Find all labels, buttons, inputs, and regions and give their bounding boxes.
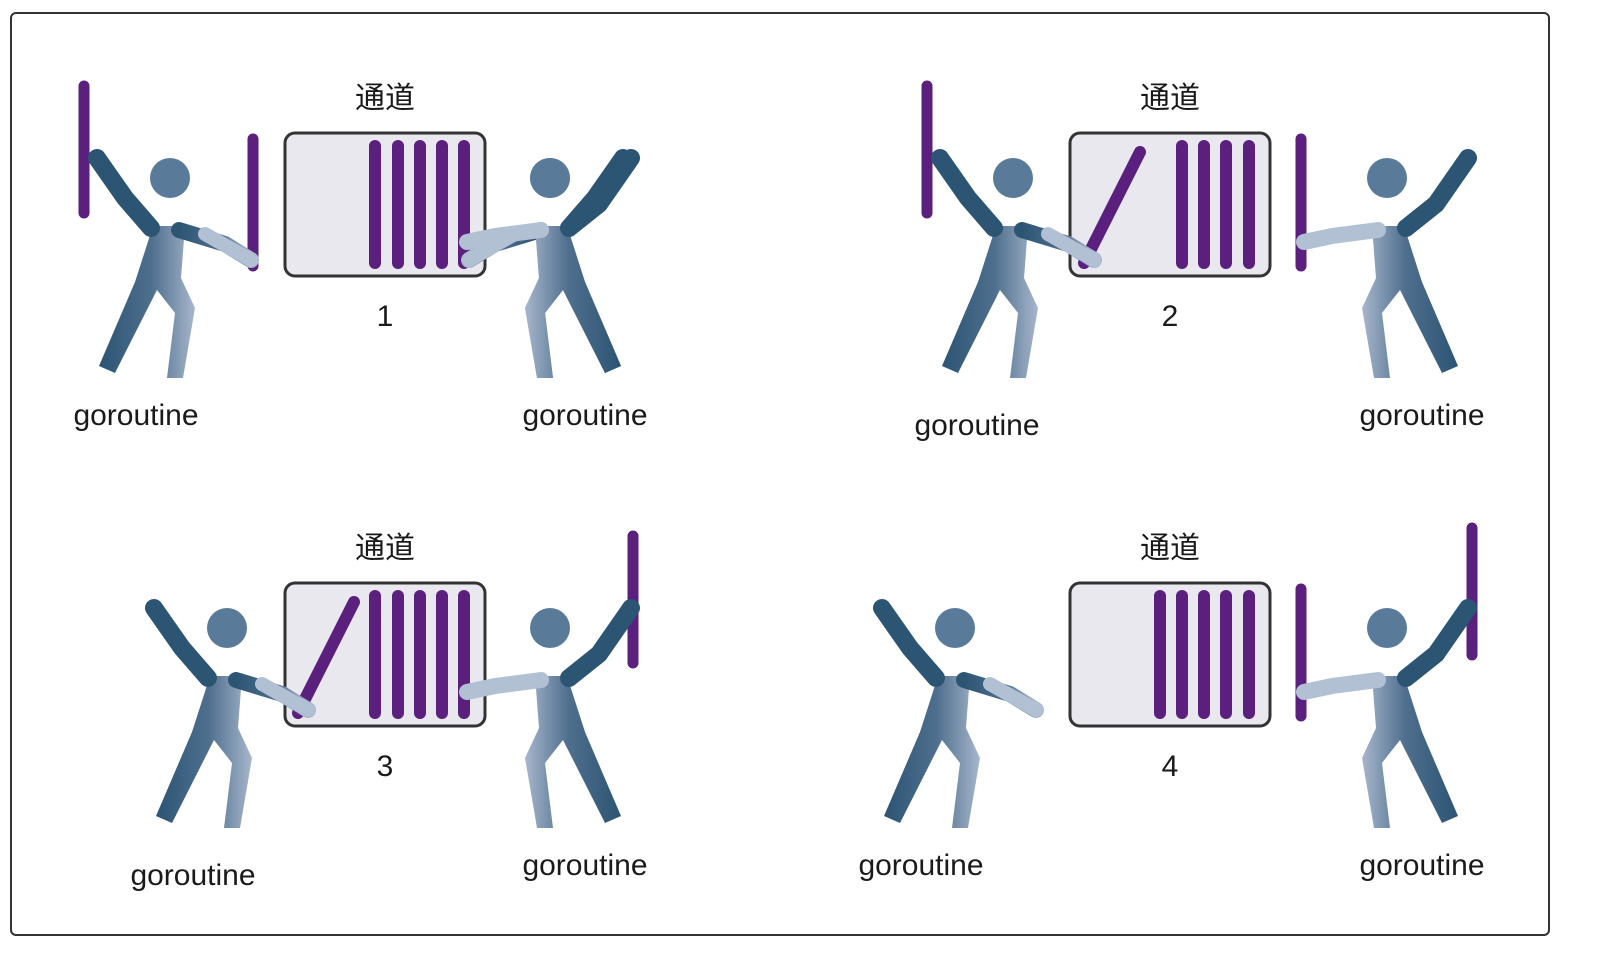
step-number-1: 1 — [377, 300, 394, 333]
step-number-2: 2 — [1162, 300, 1179, 333]
goroutine-label-left-3: goroutine — [130, 859, 255, 892]
scene-1: 通道 1 goroutine goroutine — [73, 80, 648, 432]
goroutine-label-right-2: goroutine — [1359, 399, 1484, 432]
scene-2: 通道 2 goroutine goroutine — [914, 80, 1485, 442]
left-goroutine-figure-1 — [78, 80, 253, 378]
channel-box-4 — [1068, 581, 1272, 728]
channel-box-1 — [283, 131, 487, 278]
right-goroutine-figure-1 — [459, 149, 640, 378]
right-goroutine-figure-3 — [459, 530, 640, 828]
channel-label-2: 通道 — [1140, 81, 1200, 116]
channel-box-3 — [283, 581, 487, 728]
channel-box-2 — [1068, 131, 1272, 278]
goroutine-label-left-2: goroutine — [914, 409, 1039, 442]
goroutine-label-right-4: goroutine — [1359, 849, 1484, 882]
channel-label-4: 通道 — [1140, 531, 1200, 566]
channel-label-1: 通道 — [355, 81, 415, 116]
scene-4: 通道 4 goroutine goroutine — [858, 522, 1485, 882]
goroutine-label-left-1: goroutine — [73, 399, 198, 432]
goroutine-label-left-4: goroutine — [858, 849, 983, 882]
right-goroutine-figure-2 — [1295, 133, 1477, 378]
goroutine-label-right-3: goroutine — [522, 849, 647, 882]
right-goroutine-figure-4 — [1295, 522, 1478, 828]
channel-label-3: 通道 — [355, 531, 415, 566]
diagram-frame — [10, 12, 1550, 936]
scene-3: 通道 3 goroutine goroutine — [130, 530, 648, 892]
goroutine-label-right-1: goroutine — [522, 399, 647, 432]
step-number-3: 3 — [377, 750, 394, 783]
step-number-4: 4 — [1162, 750, 1179, 783]
left-goroutine-figure-2 — [921, 80, 1094, 378]
left-goroutine-figure-4 — [882, 608, 1036, 828]
